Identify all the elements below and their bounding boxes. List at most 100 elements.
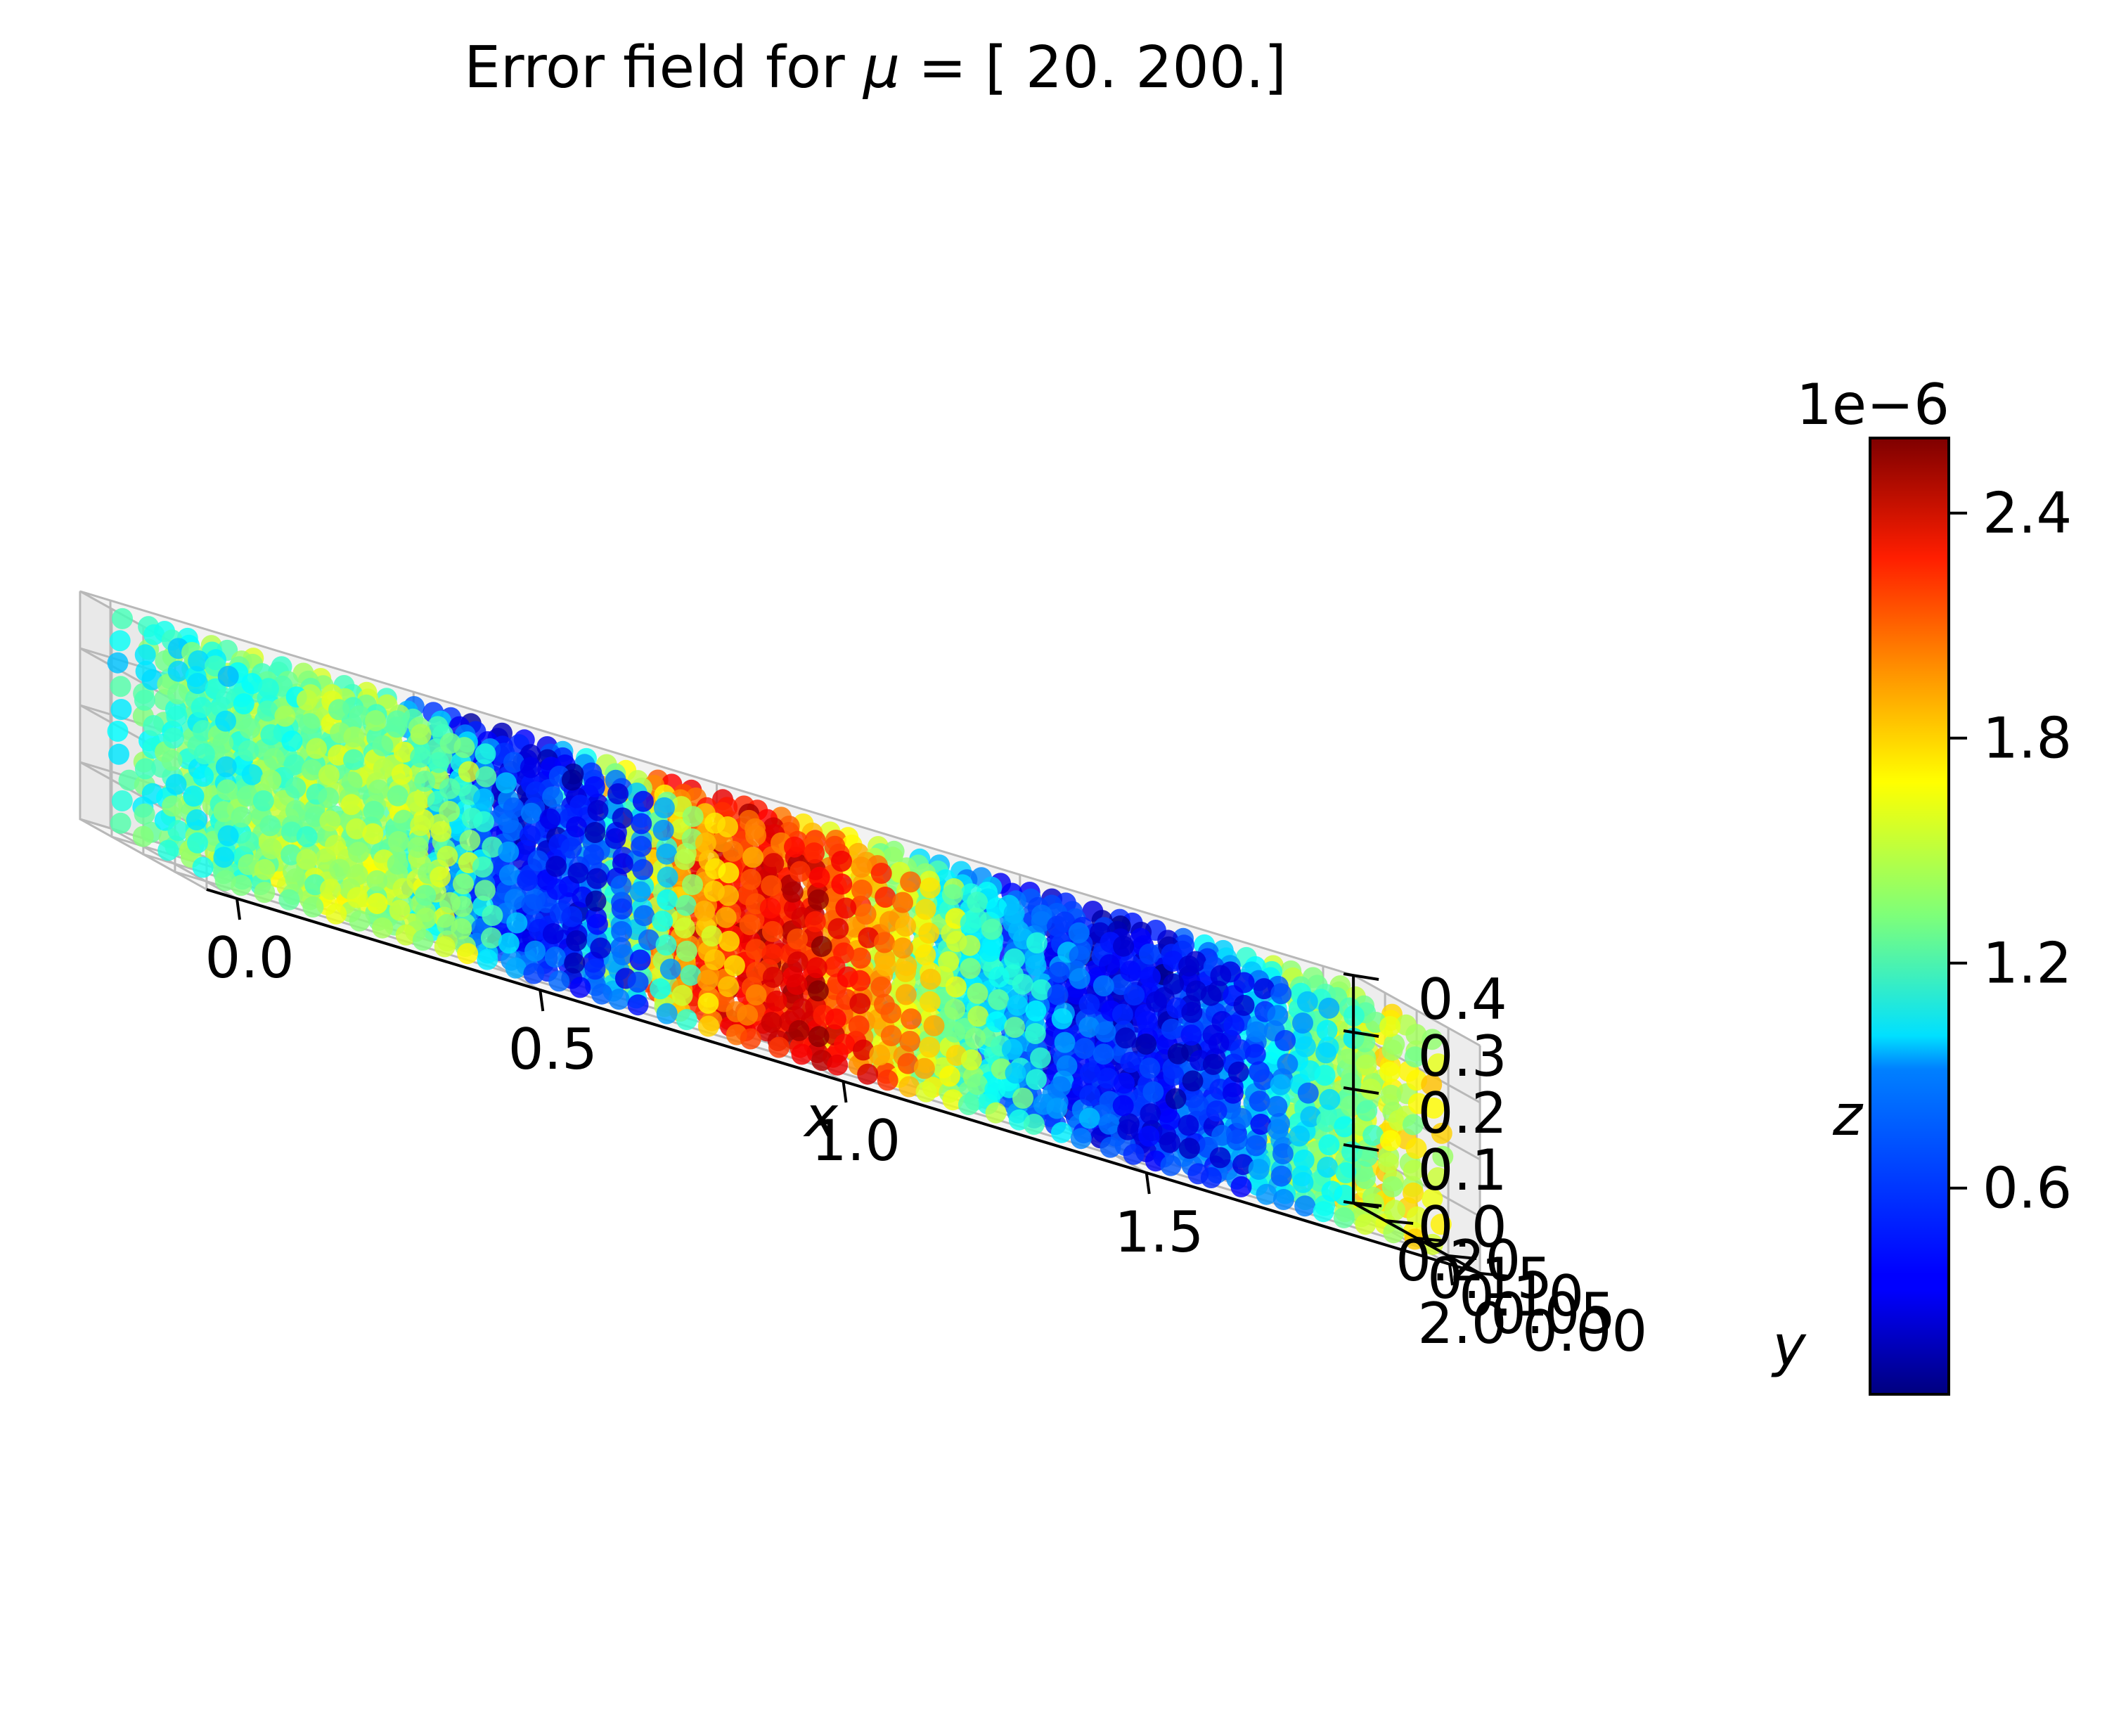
scatter-point xyxy=(740,1028,761,1050)
scatter-point xyxy=(895,915,917,937)
scatter-point xyxy=(328,699,349,721)
scatter-point xyxy=(566,930,587,951)
colorbar-tick-label: 0.6 xyxy=(1983,1156,2072,1221)
scatter-point xyxy=(849,993,871,1015)
scatter-point xyxy=(768,1036,789,1058)
scatter-point xyxy=(787,928,808,950)
scatter-point xyxy=(1253,1069,1275,1091)
scatter-point xyxy=(745,825,767,847)
scatter-point xyxy=(833,942,855,964)
scatter-point xyxy=(1051,1121,1072,1143)
scatter-point xyxy=(851,856,872,878)
scatter-point xyxy=(1210,965,1232,986)
scatter-point xyxy=(919,1036,941,1058)
scatter-point xyxy=(1163,1065,1185,1086)
scatter-point xyxy=(349,705,370,727)
scatter-point xyxy=(680,965,702,986)
scatter-point xyxy=(895,960,917,982)
scatter-point xyxy=(945,976,967,998)
scatter-points xyxy=(107,607,1454,1255)
scatter-point xyxy=(167,820,189,842)
x-tick-label: 2.0 xyxy=(1417,1291,1507,1356)
scatter-point xyxy=(162,795,183,817)
scatter-point xyxy=(984,1079,1006,1100)
scatter-point xyxy=(524,940,546,962)
scatter-point xyxy=(659,958,681,980)
scatter-point xyxy=(1356,1145,1378,1167)
scatter-point xyxy=(112,607,133,629)
scatter-point xyxy=(254,882,276,904)
x-tick xyxy=(539,989,545,1012)
scatter-point xyxy=(875,887,896,908)
y-tick-label: 0.15 xyxy=(1427,1246,1552,1311)
scatter-point xyxy=(1115,1027,1137,1049)
scatter-point xyxy=(285,777,307,799)
scatter-point xyxy=(506,912,528,934)
scatter-point xyxy=(241,673,263,695)
scatter-point xyxy=(1314,1065,1336,1086)
scatter-point xyxy=(1047,915,1068,937)
scatter-point xyxy=(697,1015,719,1037)
scatter-point xyxy=(612,944,634,965)
scatter-point xyxy=(1381,1039,1403,1061)
scatter-point xyxy=(1167,1043,1189,1065)
scatter-point xyxy=(762,967,784,988)
scatter-point xyxy=(1068,922,1090,944)
scatter-point xyxy=(412,930,434,951)
scatter-point xyxy=(739,914,761,936)
x-axis-label: x xyxy=(802,1084,839,1150)
scatter-point xyxy=(967,982,988,1004)
scatter-point xyxy=(811,936,832,957)
scatter-point xyxy=(1206,1100,1227,1122)
scatter-point xyxy=(215,710,236,732)
scatter-point xyxy=(958,1094,979,1115)
scatter-point xyxy=(340,794,362,816)
scatter-point xyxy=(827,1054,849,1076)
scatter-point xyxy=(395,924,417,946)
scatter-point xyxy=(341,771,363,793)
scatter-point xyxy=(1047,984,1069,1005)
scatter-point xyxy=(296,689,318,711)
scatter-point xyxy=(584,776,605,797)
scatter-point xyxy=(387,785,408,806)
scatter-point xyxy=(233,693,254,714)
colorbar-tick-label: 2.4 xyxy=(1983,481,2072,546)
scatter-point xyxy=(410,724,432,745)
scatter-point xyxy=(655,934,677,956)
scatter-point xyxy=(1267,1119,1289,1140)
scatter-point xyxy=(372,735,394,757)
scatter-point xyxy=(892,892,913,913)
scatter-point xyxy=(1003,902,1025,924)
scatter-point xyxy=(1078,1107,1100,1129)
scatter-point xyxy=(1159,1109,1181,1131)
scatter-point xyxy=(1270,983,1292,1005)
scatter-point xyxy=(759,897,781,919)
z-tick-label: 0.0 xyxy=(1418,1195,1507,1260)
scatter-point xyxy=(788,1020,810,1041)
scatter-point xyxy=(652,819,674,841)
scatter-point xyxy=(1277,1053,1298,1075)
scatter-point xyxy=(213,801,235,823)
x-tick xyxy=(1448,1264,1454,1286)
scatter-point xyxy=(587,799,609,821)
scatter-point xyxy=(457,943,479,965)
scatter-point xyxy=(584,822,606,843)
scatter-point xyxy=(1098,1113,1120,1135)
scatter-point xyxy=(263,747,285,769)
scatter-point xyxy=(1404,1046,1426,1068)
scatter-point xyxy=(1334,1184,1355,1206)
scatter-point xyxy=(831,850,852,872)
scatter-point xyxy=(217,825,239,847)
colorbar-gradient xyxy=(1869,437,1950,1396)
scatter-point xyxy=(1293,1149,1315,1171)
scatter-point xyxy=(1294,1195,1316,1217)
scatter-point xyxy=(967,1005,989,1027)
scatter-point xyxy=(480,927,502,949)
scatter-point xyxy=(542,923,564,944)
scatter-point xyxy=(981,918,1003,940)
z-tick-label: 0.4 xyxy=(1418,967,1507,1032)
scatter-point xyxy=(676,1009,697,1031)
scatter-point xyxy=(1256,1183,1277,1205)
scatter-point xyxy=(1246,1021,1268,1043)
scatter-point xyxy=(653,797,675,818)
